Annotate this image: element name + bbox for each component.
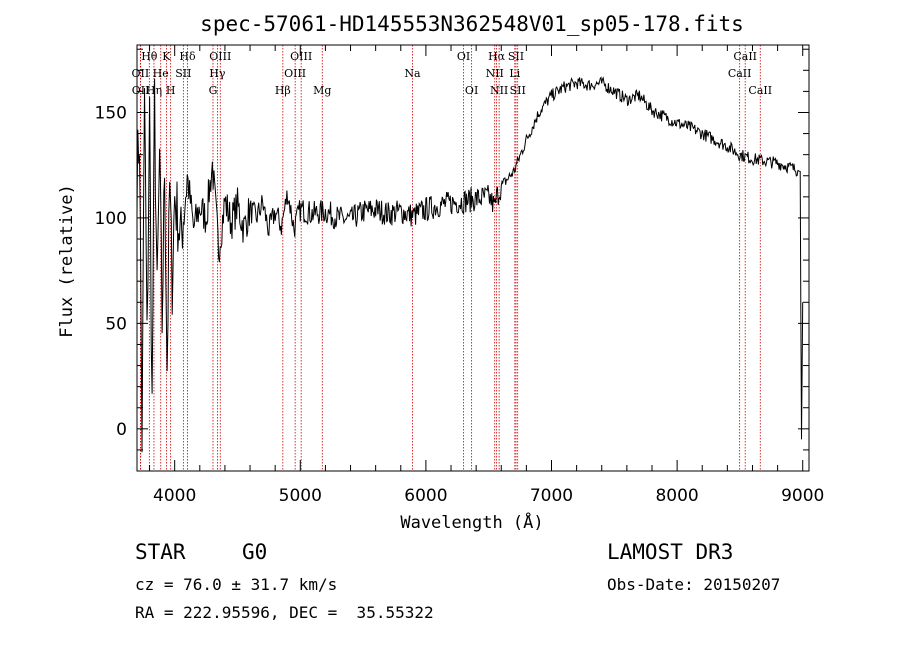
line-label-9: OIII <box>209 50 231 63</box>
line-label-4: He <box>153 67 169 80</box>
line-label-15: Mg <box>313 84 331 97</box>
plot-frame <box>136 44 810 472</box>
object-class: STAR <box>135 540 186 564</box>
line-label-26: CaII <box>728 67 752 80</box>
line-label-27: CaII <box>748 84 772 97</box>
line-label-18: OI <box>465 84 478 97</box>
x-axis-label: Wavelength (Å) <box>400 511 543 533</box>
line-label-17: OI <box>457 50 470 63</box>
chart-title: spec-57061-HD145553N362548V01_sp05-178.f… <box>200 12 744 36</box>
line-label-10: Hγ <box>209 67 226 80</box>
line-label-14: Hβ <box>275 84 291 97</box>
line-label-2: OII <box>132 84 150 97</box>
y-tick-label-1: 50 <box>105 314 127 334</box>
line-label-12: OIII <box>290 50 312 63</box>
coordinates-label: RA = 222.95596, DEC = 35.55322 <box>135 603 434 622</box>
y-axis-label: Flux (relative) <box>57 184 77 338</box>
line-label-19: Hα <box>488 50 506 63</box>
x-tick-label-4: 8000 <box>655 486 698 506</box>
redshift-label: cz = 76.0 ± 31.7 km/s <box>135 575 338 594</box>
line-label-22: SII <box>508 50 524 63</box>
line-label-0: Hθ <box>141 50 158 63</box>
line-label-24: SII <box>510 84 526 97</box>
x-tick-label-3: 7000 <box>530 486 573 506</box>
line-label-25: CaII <box>733 50 757 63</box>
axis-ticks: 4000 5000 6000 7000 8000 9000 0 50 100 150 <box>95 45 824 506</box>
line-label-16: Na <box>404 67 421 80</box>
x-tick-label-0: 4000 <box>153 486 196 506</box>
line-label-7: SII <box>175 67 191 80</box>
line-label-11: G <box>209 84 218 97</box>
spectrum-line-0 <box>136 76 804 453</box>
object-subclass: G0 <box>242 540 268 564</box>
x-tick-label-1: 5000 <box>279 486 322 506</box>
y-tick-label-3: 150 <box>95 103 127 123</box>
obs-date-label: Obs-Date: 20150207 <box>607 575 781 594</box>
spectrum-series <box>136 76 804 453</box>
line-label-20: NII <box>486 67 504 80</box>
x-tick-label-5: 9000 <box>781 486 824 506</box>
line-label-21: NII <box>490 84 508 97</box>
y-tick-label-0: 0 <box>116 420 127 440</box>
line-label-3: K <box>162 50 171 63</box>
x-tick-label-2: 6000 <box>404 486 447 506</box>
y-tick-label-2: 100 <box>95 209 127 229</box>
line-label-23: Li <box>509 67 520 80</box>
survey-label: LAMOST DR3 <box>607 540 734 564</box>
line-label-5: Hη <box>146 84 162 97</box>
line-label-13: OIII <box>284 67 306 80</box>
line-label-8: H <box>166 84 176 97</box>
line-label-6: Hδ <box>179 50 196 63</box>
